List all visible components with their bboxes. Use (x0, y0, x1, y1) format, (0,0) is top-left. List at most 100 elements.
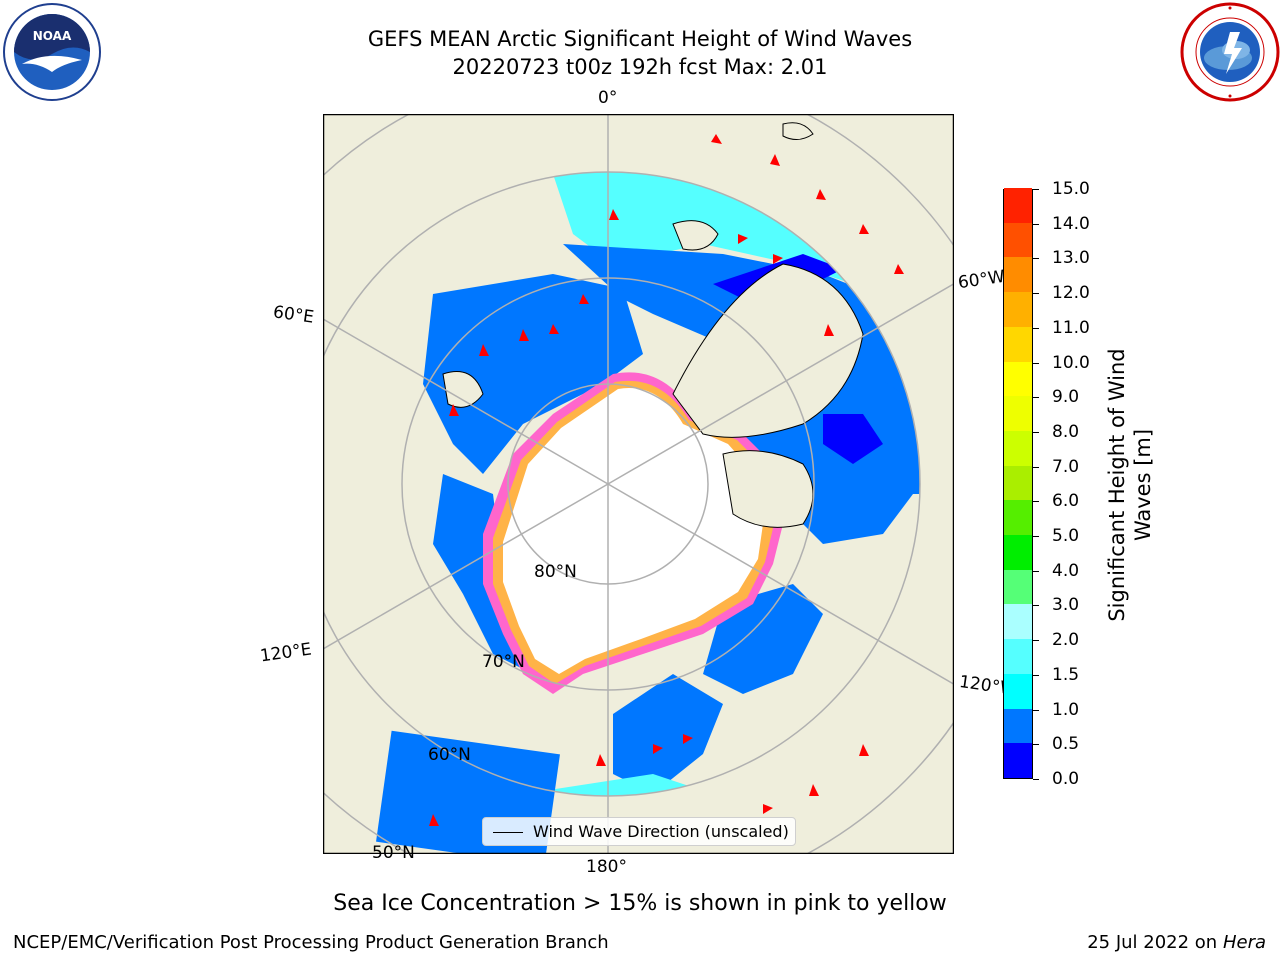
legend-label: Wind Wave Direction (unscaled) (533, 822, 789, 841)
lon-label-60w: 60°W (956, 266, 1007, 294)
noaa-logo: NOAA (3, 3, 101, 101)
title-line-1: GEFS MEAN Arctic Significant Height of W… (367, 27, 913, 51)
lat-label-80: 80°N (534, 562, 577, 582)
colorbar-tick-label: 1.0 (1052, 699, 1080, 720)
meridian-120e (323, 483, 609, 650)
colorbar-tick (1033, 431, 1039, 433)
wave-arrow (479, 344, 489, 356)
meridian-60e (323, 318, 609, 485)
colorbar-tick-label: 0.5 (1052, 734, 1080, 755)
wave-arrow (711, 134, 722, 144)
colorbar-tick-label: 2.0 (1052, 630, 1080, 651)
colorbar-tick (1033, 189, 1039, 190)
lat-label-70: 70°N (482, 652, 525, 672)
title-line-2: 20220723 t00z 192h fcst Max: 2.01 (452, 55, 828, 79)
wave-arrow (449, 404, 459, 416)
colorbar-tick (1033, 570, 1039, 572)
colorbar-tick-label: 11.0 (1052, 317, 1090, 338)
colorbar-segment (1004, 569, 1032, 605)
wave-arrow (519, 329, 529, 341)
meridian-60w (607, 282, 954, 485)
colorbar-tick (1033, 466, 1039, 468)
colorbar-tick-label: 9.0 (1052, 387, 1080, 408)
bering-waves (613, 674, 723, 794)
colorbar-segment (1004, 603, 1032, 640)
colorbar-tick (1033, 258, 1039, 260)
wave-arrow (738, 234, 748, 244)
iceland (782, 122, 814, 140)
footer-host: Hera (1222, 932, 1266, 953)
colorbar-segment (1004, 395, 1032, 431)
baffin-low-waves (823, 414, 883, 464)
colorbar-title-line-1: Significant Height of Wind (1105, 348, 1129, 622)
colorbar-tick-label: 12.0 (1052, 283, 1090, 304)
lon-label-180: 180° (586, 857, 627, 877)
nws-logo (1180, 2, 1280, 102)
colorbar-tick-label: 1.5 (1052, 664, 1080, 685)
lat-label-60: 60°N (428, 745, 471, 765)
colorbar-segment (1004, 638, 1032, 674)
colorbar-tick-label: 15.0 (1052, 179, 1090, 199)
wave-arrow (824, 324, 834, 336)
wave-arrow (653, 744, 663, 754)
wave-arrow (763, 804, 773, 814)
colorbar-segment (1004, 742, 1032, 778)
wave-arrow (596, 754, 606, 766)
map-legend: Wind Wave Direction (unscaled) (482, 817, 796, 846)
colorbar-tick-label: 6.0 (1052, 491, 1080, 512)
lat-label-50: 50°N (372, 843, 415, 863)
colorbar-segment (1004, 326, 1032, 362)
colorbar-tick (1033, 709, 1039, 711)
wave-arrow (773, 254, 783, 264)
colorbar-tick-label: 7.0 (1052, 456, 1080, 477)
meridian-120w (607, 483, 954, 686)
colorbar-tick-label: 13.0 (1052, 248, 1090, 269)
lon-label-0: 0° (598, 88, 618, 108)
colorbar-segment (1004, 291, 1032, 327)
colorbar-tick (1033, 674, 1039, 676)
colorbar-tick (1033, 501, 1039, 503)
colorbar-segment (1004, 430, 1032, 466)
wave-arrow (894, 264, 904, 274)
colorbar-tick-label: 5.0 (1052, 526, 1080, 547)
colorbar-tick (1033, 605, 1039, 607)
colorbar-segment (1004, 256, 1032, 293)
greenland (672, 263, 864, 438)
colorbar-segment (1004, 499, 1032, 536)
colorbar-tick-label: 0.0 (1052, 769, 1080, 789)
wave-arrow (859, 224, 869, 234)
svalbard (672, 220, 719, 251)
colorbar-title-line-2: Waves [m] (1131, 428, 1155, 542)
footer-org: NCEP/EMC/Verification Post Processing Pr… (13, 932, 609, 953)
wave-arrow (549, 324, 559, 334)
colorbar-segment (1004, 222, 1032, 258)
colorbar-segment (1004, 465, 1032, 501)
footer-date: 25 Jul 2022 on Hera (1087, 932, 1266, 953)
colorbar-tick-label: 4.0 (1052, 560, 1080, 581)
colorbar-tick-label: 8.0 (1052, 421, 1080, 442)
lon-label-60e: 60°E (271, 302, 316, 328)
colorbar-tick (1033, 293, 1039, 295)
colorbar-tick-label: 10.0 (1052, 352, 1090, 373)
colorbar-tick (1033, 362, 1039, 364)
wave-arrow (609, 209, 619, 220)
colorbar-tick (1033, 327, 1039, 329)
colorbar-tick (1033, 397, 1039, 399)
colorbar-tick (1033, 536, 1039, 538)
colorbar-tick-label: 14.0 (1052, 213, 1090, 234)
colorbar-tick (1033, 744, 1039, 746)
colorbar-segment (1004, 361, 1032, 397)
novaya-zemlya (442, 371, 484, 408)
wave-arrow (683, 734, 693, 744)
colorbar-segment (1004, 187, 1032, 223)
sea-ice-caption: Sea Ice Concentration > 15% is shown in … (333, 891, 947, 916)
colorbar-tick (1033, 640, 1039, 642)
lon-label-120e: 120°E (258, 639, 313, 667)
atlantic-mid-waves (563, 244, 920, 494)
colorbar-tick (1033, 779, 1039, 780)
colorbar-segment (1004, 534, 1032, 570)
wave-arrow (809, 784, 819, 796)
wave-arrow (429, 814, 439, 826)
legend-line-sample (493, 832, 523, 833)
svg-text:NOAA: NOAA (33, 29, 72, 43)
